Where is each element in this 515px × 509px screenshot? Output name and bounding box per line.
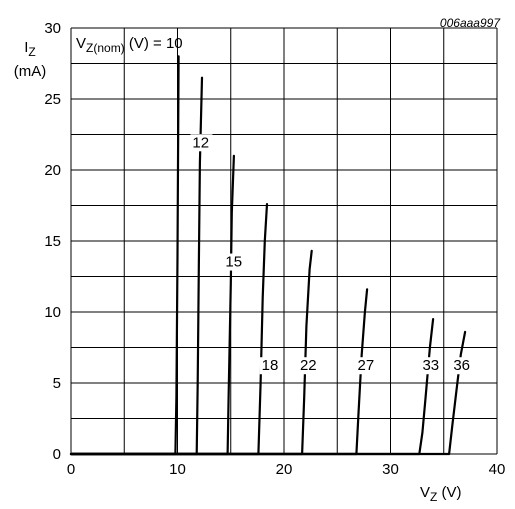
y-tick-label: 0 [53,446,61,463]
curve-labels: 12 15 18 22 27 33 36 [190,134,474,375]
curve-label-background [420,357,443,375]
y-axis-label-main: I [24,39,28,56]
curve-label-background [190,134,213,152]
series-line-10 [69,55,180,456]
series-curves [69,55,467,456]
x-tick-label: 0 [67,461,75,478]
curve-label-12: 12 [192,134,209,151]
x-tick-label: 20 [276,461,293,478]
curve-label-18: 18 [262,357,279,374]
y-tick-label: 10 [44,304,61,321]
curve-label-36: 36 [453,357,470,374]
series-title-sub: Z(nom) [86,41,125,55]
y-tick-label: 25 [44,91,61,108]
curve-label-background [223,253,246,271]
y-tick-label: 15 [44,233,61,250]
series-line-22 [69,249,313,456]
curve-label-15: 15 [225,254,242,271]
y-axis-label-sub: Z [28,45,35,59]
y-tick-label: 30 [44,20,61,37]
curve-label-22: 22 [300,357,317,374]
series-title: VZ(nom) (V) = 10 [76,35,183,55]
x-axis-label-sub: Z [430,490,437,504]
series-line-36 [69,330,467,456]
y-axis-unit: (mA) [14,63,47,80]
x-axis-label-main: V [420,484,430,501]
series-line-15 [69,154,235,456]
series-title-rest: (V) = 10 [125,35,183,52]
figure-code: 006aaa997 [440,16,501,30]
curve-label-background [355,357,378,375]
y-tick-label: 5 [53,375,61,392]
curve-label-background [297,357,320,375]
grid [70,27,498,455]
series-line-33 [69,318,435,456]
x-tick-label: 10 [169,461,186,478]
x-axis-label-unit: (V) [437,484,461,501]
y-tick-label: 20 [44,162,61,179]
tick-labels: 0 10 20 30 40 0 5 10 15 20 25 30 [44,20,505,478]
curve-label-background [259,357,282,375]
x-tick-label: 30 [382,461,399,478]
curve-label-background [451,357,474,375]
series-line-27 [69,288,369,456]
x-axis-label: VZ (V) [420,484,462,504]
y-axis-label: IZ [24,39,36,59]
x-tick-label: 40 [489,461,506,478]
curve-label-33: 33 [422,357,439,374]
series-line-18 [69,203,269,456]
curve-label-27: 27 [357,357,374,374]
series-title-main: V [76,35,86,52]
